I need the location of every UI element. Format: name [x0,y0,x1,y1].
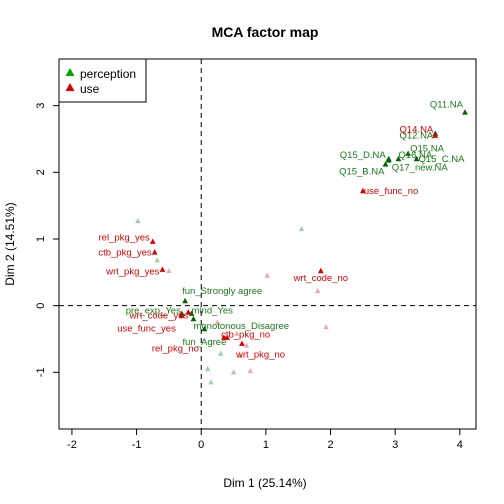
point-label: rel_pkg_no [152,344,199,355]
use-point-marker [185,309,192,315]
point-label: Q17_new.NA [392,162,449,173]
point-label: use_func_yes [117,324,176,335]
perception-point-marker [413,155,420,162]
point-label: ctb_pkg_no [221,330,270,341]
faded-point-marker [208,379,214,385]
use-point-marker [432,132,439,138]
y-tick-label: 1 [35,236,47,242]
x-tick-label: 2 [327,439,333,451]
x-tick-label: -1 [132,439,142,451]
chart-title: MCA factor map [212,24,319,40]
y-tick-label: -1 [35,367,47,377]
faded-point-marker [237,352,243,358]
perception-point-marker [405,150,411,156]
faded-point-marker [323,324,329,330]
faded-point-marker [264,272,270,278]
perception-point-marker [385,157,392,163]
legend-marker-perception [65,68,75,76]
x-tick-label: 4 [457,439,463,451]
legend-label-use: use [80,82,100,96]
faded-point-marker [234,330,240,336]
x-axis-label: Dim 1 (25.14%) [223,476,306,490]
faded-points [135,218,329,385]
point-label: fun_Strongly agree [182,286,262,297]
point-label: Q15.NA [410,144,444,155]
y-tick-label: 3 [35,103,47,109]
point-label: rel_pkg_yes [99,233,150,244]
perception-point-marker [462,109,468,115]
point-label: wrt_pkg_yes [105,267,160,278]
faded-point-marker [204,366,211,372]
faded-point-marker [298,226,305,232]
legend-label-perception: perception [80,67,136,81]
plot-frame [58,58,477,430]
point-label: ctb_pkg_yes [98,247,152,258]
legend: perception use [58,58,147,103]
faded-point-marker [247,368,254,374]
point-label: mind_Yes [192,306,234,317]
x-tick-label: -2 [67,439,77,451]
point-label: Q15_C.NA [419,154,466,165]
point-label: wrt_code_no [293,273,348,284]
legend-box [58,58,147,103]
use-point-marker [178,312,185,318]
y-tick-label: 2 [35,169,47,175]
point-label: Q15_D.NA [340,150,387,161]
point-label: Q11.NA [430,99,464,110]
faded-point-marker [230,369,237,375]
point-label: Q12.NA [399,131,433,142]
point-label: fun_Agree [183,337,227,348]
faded-point-marker [243,342,250,348]
point-label: Q16.NA [398,150,432,161]
x-tick-label: 3 [392,439,398,451]
faded-point-marker [154,257,160,263]
data-points [149,109,468,346]
point-label: Q14.NA [399,125,433,136]
use-point-marker [317,267,324,274]
perception-point-marker [382,161,389,167]
faded-point-marker [314,288,321,294]
point-label: Q15_B.NA [339,166,385,177]
axes: -2 -1 0 1 2 3 4 -1 0 1 2 3 [35,103,463,451]
use-point-marker [220,334,227,340]
faded-point-marker [135,218,141,224]
point-label: use_func_no [364,186,418,197]
x-tick-label: 1 [263,439,269,451]
y-tick-label: 0 [35,303,47,309]
x-tick-label: 0 [198,439,204,451]
perception-point-marker [182,297,188,304]
use-point-marker [151,249,158,255]
use-point-marker [239,340,245,346]
use-point-marker [149,238,156,244]
faded-point-marker [166,268,172,274]
perception-point-marker [201,325,208,332]
use-point-marker [159,266,166,272]
reference-lines [59,59,476,429]
point-label: monotonous_Disagree [193,321,289,332]
point-label: pre_exp_Yes [126,306,181,317]
perception-point-marker [190,315,197,322]
faded-point-marker [214,319,221,325]
point-label: wrt_code_yes [129,310,189,321]
perception-point-marker [395,155,402,162]
point-label: wrt_pkg_no [235,350,285,361]
legend-marker-use [65,83,75,91]
faded-point-marker [217,350,224,356]
y-axis-label: Dim 2 (14.51%) [3,202,17,285]
use-point-marker [359,187,366,194]
